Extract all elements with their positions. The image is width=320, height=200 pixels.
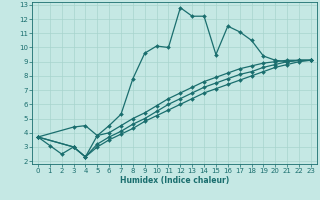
- X-axis label: Humidex (Indice chaleur): Humidex (Indice chaleur): [120, 176, 229, 185]
